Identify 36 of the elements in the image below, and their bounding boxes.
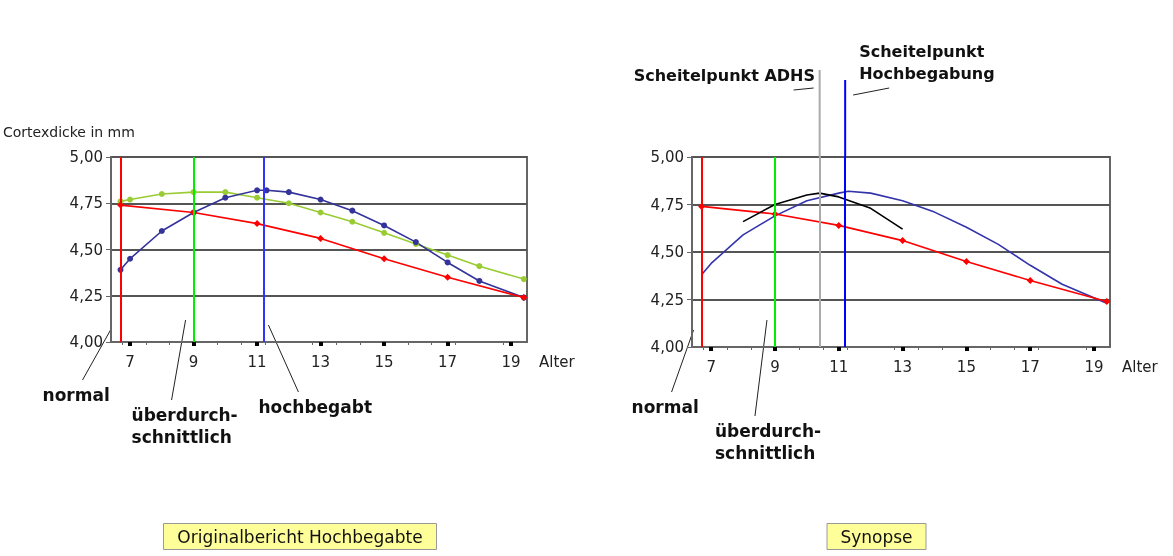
ref-line-label: Scheitelpunkt Hochbegabung <box>859 41 995 83</box>
text: Originalbericht Hochbegabte <box>177 526 423 547</box>
y-axis-title: Cortexdicke in mm <box>3 124 135 140</box>
ref-line-label: normal <box>631 397 699 417</box>
y-tick-label: 4,00 <box>650 338 684 356</box>
y-tick-label: 4,75 <box>69 194 103 213</box>
ref-line-label: normal <box>42 385 110 405</box>
y-tick-label: 4,00 <box>69 333 103 351</box>
y-tick-label: 4,25 <box>69 286 103 305</box>
x-tick-label: 19 <box>1084 357 1104 376</box>
x-tick-label: 19 <box>501 352 521 371</box>
x-tick-label: 15 <box>374 352 394 371</box>
text: Synopse <box>840 526 913 547</box>
y-tick-label: 4,50 <box>650 243 684 261</box>
ref-line-label: überdurch- schnittlich <box>714 421 822 463</box>
x-tick-label: 17 <box>438 352 458 371</box>
x-tick-label: 13 <box>311 352 331 371</box>
x-axis-title: Alter <box>539 352 576 371</box>
y-tick-label: 4,25 <box>650 290 684 309</box>
ref-line-label: Scheitelpunkt ADHS <box>633 65 816 85</box>
x-axis-title: Alter <box>1122 357 1159 376</box>
x-tick-label: 13 <box>893 357 913 376</box>
x-tick-label: 17 <box>1020 357 1040 376</box>
x-tick-label: 9 <box>188 352 199 371</box>
x-tick-label: 15 <box>956 357 976 376</box>
ref-line-label: überdurch- schnittlich <box>131 405 238 447</box>
x-tick-label: 7 <box>125 352 135 371</box>
x-tick-label: 11 <box>247 352 267 371</box>
y-tick-label: 4,50 <box>69 240 103 259</box>
x-tick-label: 7 <box>706 357 716 376</box>
x-tick-label: 9 <box>770 357 780 376</box>
y-tick-label: 5,00 <box>650 148 684 166</box>
x-tick-label: 11 <box>829 357 849 376</box>
y-tick-label: 5,00 <box>69 148 103 166</box>
y-tick-label: 4,75 <box>650 195 684 214</box>
ref-line-label: hochbegabt <box>258 397 373 417</box>
